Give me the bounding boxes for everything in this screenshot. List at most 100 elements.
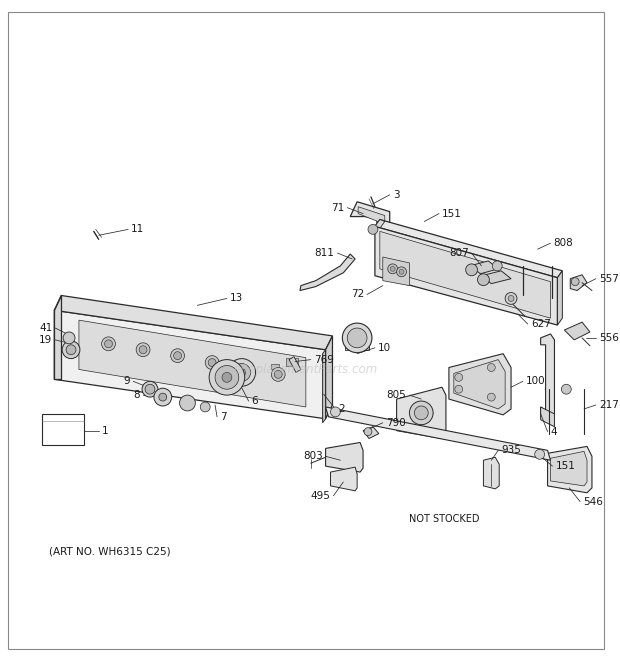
Polygon shape — [79, 320, 306, 407]
Text: 41: 41 — [39, 323, 52, 333]
Text: 546: 546 — [583, 496, 603, 507]
Circle shape — [272, 368, 285, 381]
Circle shape — [274, 370, 282, 378]
Text: NOT STOCKED: NOT STOCKED — [409, 514, 479, 524]
Circle shape — [233, 364, 250, 381]
Polygon shape — [541, 334, 554, 421]
Text: 100: 100 — [526, 376, 546, 386]
Text: 935: 935 — [501, 446, 521, 455]
Text: 495: 495 — [311, 490, 330, 501]
Circle shape — [66, 345, 76, 355]
Text: 217: 217 — [599, 400, 619, 410]
Circle shape — [145, 384, 155, 394]
Text: 4: 4 — [551, 426, 557, 437]
Text: 807: 807 — [449, 248, 469, 258]
Circle shape — [390, 266, 395, 271]
Circle shape — [342, 323, 372, 353]
Text: 805: 805 — [387, 390, 407, 400]
Polygon shape — [557, 271, 562, 325]
Circle shape — [455, 385, 463, 393]
Circle shape — [105, 340, 112, 348]
Polygon shape — [300, 254, 355, 291]
Polygon shape — [322, 350, 326, 423]
Polygon shape — [551, 451, 587, 486]
Polygon shape — [375, 219, 562, 278]
Text: 19: 19 — [39, 335, 52, 345]
Polygon shape — [564, 322, 590, 340]
Text: 556: 556 — [599, 333, 619, 343]
Text: 790: 790 — [386, 418, 405, 428]
Circle shape — [174, 352, 182, 360]
Circle shape — [414, 406, 428, 420]
Polygon shape — [547, 446, 592, 493]
Text: (ART NO. WH6315 C25): (ART NO. WH6315 C25) — [50, 547, 171, 557]
Polygon shape — [383, 257, 409, 286]
Circle shape — [368, 225, 378, 234]
Circle shape — [561, 384, 571, 394]
Circle shape — [215, 366, 239, 389]
Text: 557: 557 — [599, 274, 619, 284]
Polygon shape — [541, 407, 554, 427]
Circle shape — [505, 293, 517, 304]
Polygon shape — [55, 295, 61, 379]
Circle shape — [170, 349, 185, 363]
Polygon shape — [326, 442, 363, 472]
Text: 13: 13 — [230, 293, 243, 303]
Circle shape — [241, 364, 249, 372]
Text: 71: 71 — [331, 203, 344, 213]
Text: eReplacementParts.com: eReplacementParts.com — [234, 363, 378, 376]
Circle shape — [487, 364, 495, 371]
Circle shape — [208, 359, 216, 366]
Circle shape — [102, 337, 115, 351]
Polygon shape — [326, 336, 332, 419]
Circle shape — [154, 388, 172, 406]
Polygon shape — [375, 227, 557, 325]
Polygon shape — [55, 295, 332, 350]
Text: 627: 627 — [531, 319, 551, 329]
Polygon shape — [330, 467, 357, 491]
Polygon shape — [289, 357, 301, 372]
Circle shape — [237, 362, 252, 375]
Circle shape — [237, 368, 246, 376]
Circle shape — [159, 393, 167, 401]
Text: 6: 6 — [252, 396, 258, 406]
Circle shape — [63, 332, 75, 344]
Text: 72: 72 — [351, 290, 364, 299]
Polygon shape — [326, 407, 551, 460]
Text: 9: 9 — [123, 376, 130, 386]
Polygon shape — [397, 387, 446, 438]
Text: 811: 811 — [314, 248, 334, 258]
Circle shape — [330, 407, 340, 417]
Text: 11: 11 — [131, 224, 144, 235]
Circle shape — [228, 359, 255, 386]
Text: 10: 10 — [378, 343, 391, 353]
Circle shape — [136, 343, 150, 357]
Circle shape — [477, 274, 489, 286]
Circle shape — [222, 372, 232, 382]
Text: 151: 151 — [442, 209, 462, 219]
Polygon shape — [345, 330, 369, 350]
Text: 2: 2 — [339, 404, 345, 414]
Circle shape — [397, 267, 407, 277]
Text: 3: 3 — [392, 190, 399, 200]
Polygon shape — [350, 202, 390, 261]
Circle shape — [409, 401, 433, 425]
Circle shape — [388, 264, 397, 274]
Circle shape — [571, 278, 579, 286]
Circle shape — [487, 393, 495, 401]
Text: 803: 803 — [303, 451, 322, 461]
Bar — [286, 358, 298, 366]
Polygon shape — [358, 207, 385, 257]
Text: 8: 8 — [133, 390, 140, 400]
Circle shape — [180, 395, 195, 411]
Polygon shape — [570, 275, 587, 291]
Bar — [272, 364, 279, 369]
Polygon shape — [484, 457, 499, 489]
Polygon shape — [55, 310, 326, 419]
Polygon shape — [363, 427, 379, 438]
Polygon shape — [375, 219, 385, 229]
Circle shape — [142, 381, 158, 397]
Polygon shape — [454, 360, 505, 409]
Circle shape — [200, 402, 210, 412]
Polygon shape — [380, 231, 551, 318]
